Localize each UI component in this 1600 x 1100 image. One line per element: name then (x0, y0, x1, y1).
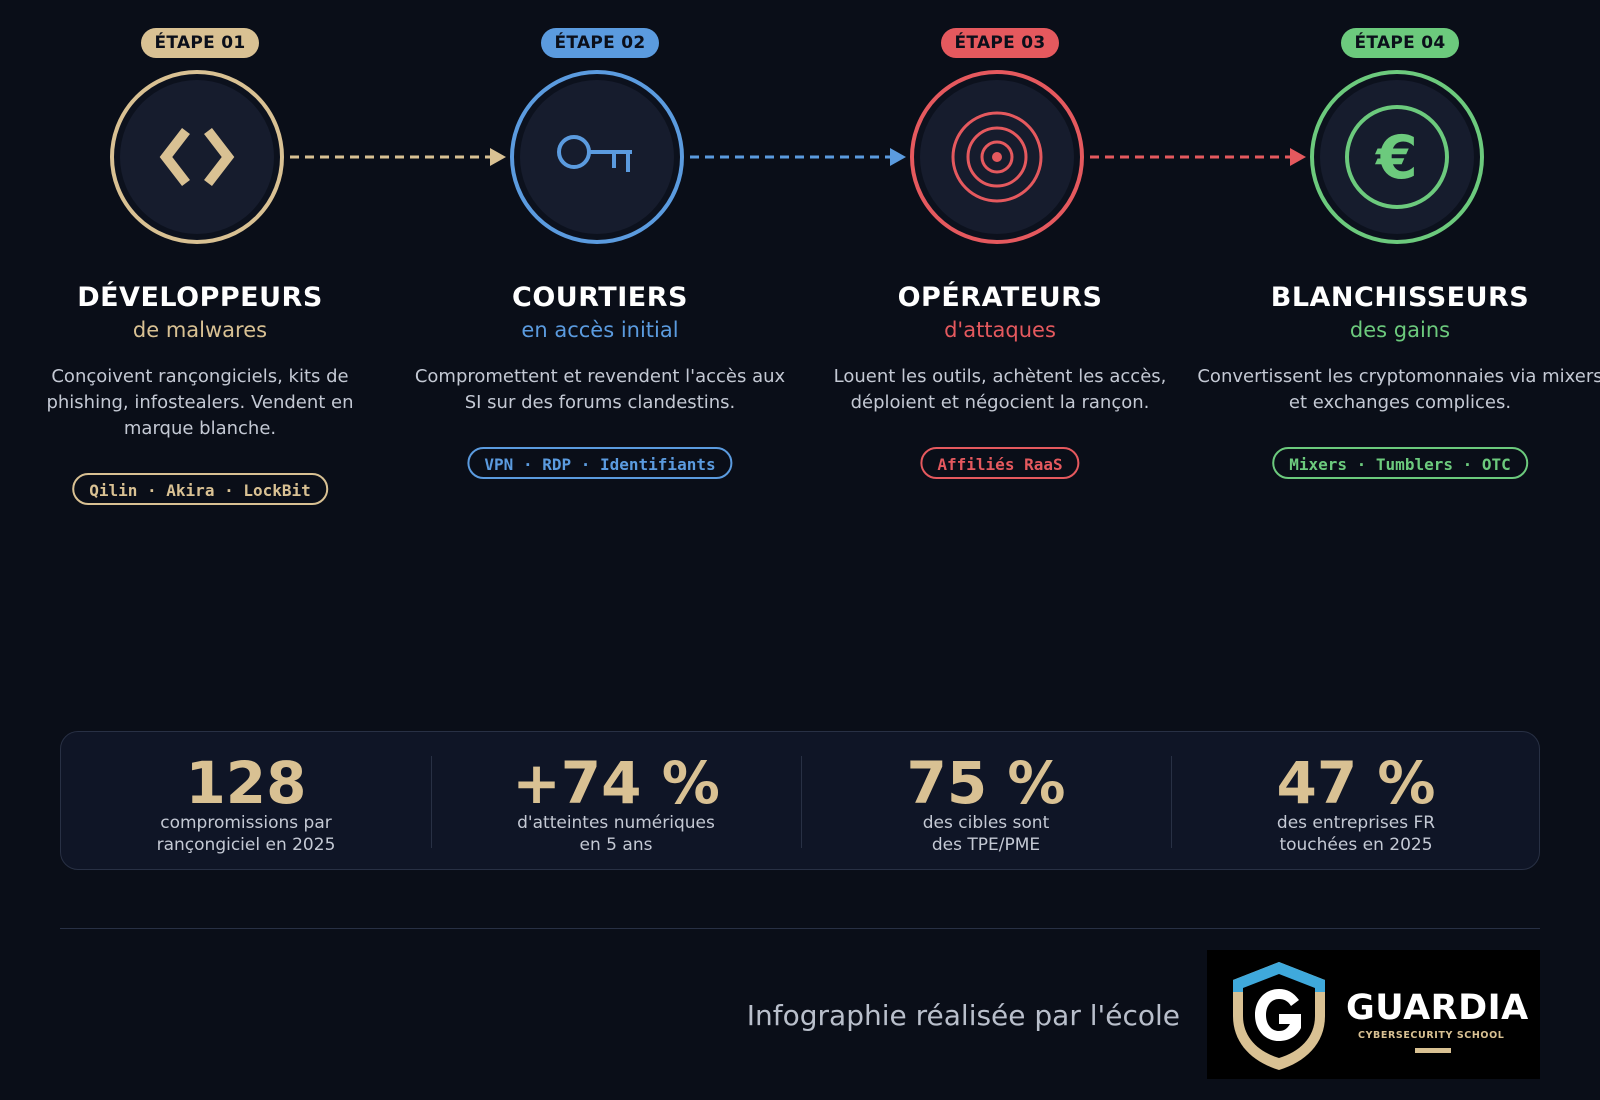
logo-name: GUARDIA (1346, 988, 1529, 1028)
stat-divider (431, 756, 432, 848)
arrow-connector (690, 148, 906, 166)
stat-label-line: des entreprises FR (1276, 813, 1436, 833)
stage-tag: VPN · RDP · Identifiants (467, 447, 733, 479)
stage-description: Louent les outils, achètent les accès, d… (833, 366, 1167, 413)
stat-divider (1171, 756, 1172, 848)
shield-logo-icon (1233, 962, 1325, 1070)
stage-icon-circle (910, 70, 1084, 244)
stage-subtitle: en accès initial (521, 318, 679, 342)
stat-label-line: compromissions par (160, 813, 332, 833)
stat-item: 75 % des cibles sont des TPE/PME (801, 732, 1171, 871)
stage-badge: ÉTAPE 01 (141, 28, 259, 58)
stat-value: 128 (185, 749, 307, 817)
logo-tagline: CYBERSECURITY SCHOOL (1358, 1030, 1505, 1041)
stat-divider (801, 756, 802, 848)
stage-subtitle: d'attaques (944, 318, 1056, 342)
stage-tag: Affiliés RaaS (920, 447, 1080, 479)
stat-label: des cibles sont des TPE/PME (801, 812, 1171, 856)
stat-item: 128 compromissions par rançongiciel en 2… (61, 732, 431, 871)
arrow-connector (290, 148, 506, 166)
footer-divider (60, 928, 1540, 929)
code-brackets-icon (159, 127, 235, 187)
stat-label: d'atteintes numériques en 5 ans (431, 812, 801, 856)
stat-label-line: d'atteintes numériques (517, 813, 715, 833)
svg-text:€: € (1374, 123, 1418, 193)
stat-label-line: des TPE/PME (931, 835, 1041, 855)
arrow-connector (1090, 148, 1306, 166)
stage-tag: Mixers · Tumblers · OTC (1272, 447, 1528, 479)
stat-value: 75 % (906, 749, 1066, 817)
euro-icon: € (1345, 105, 1449, 209)
stage-subtitle: des gains (1349, 318, 1451, 342)
target-icon (951, 111, 1043, 203)
stage-1: ÉTAPE 01 DÉVELOPPEURS de malwares Conçoi… (20, 28, 380, 505)
stat-value: 47 % (1276, 749, 1436, 817)
stage-badge: ÉTAPE 03 (941, 28, 1059, 58)
stage-badge: ÉTAPE 04 (1341, 28, 1459, 58)
stat-item: +74 % d'atteintes numériques en 5 ans (431, 732, 801, 871)
stage-subtitle: de malwares (132, 318, 268, 342)
stage-title: BLANCHISSEURS (1270, 282, 1530, 313)
stage-title: OPÉRATEURS (897, 282, 1103, 313)
stage-title: DÉVELOPPEURS (77, 282, 323, 313)
stage-badge: ÉTAPE 02 (541, 28, 659, 58)
stage-2: ÉTAPE 02 COURTIERS en accès initial Comp… (415, 28, 785, 479)
stage-3: ÉTAPE 03 OPÉRATEURS d'attaques Louent le… (820, 28, 1180, 479)
stat-item: 47 % des entreprises FR touchées en 2025 (1171, 732, 1541, 871)
stats-panel: 128 compromissions par rançongiciel en 2… (60, 731, 1540, 870)
stage-4: ÉTAPE 04 € BLANCHISSEURS des gains Conve… (1197, 28, 1600, 479)
stage-icon-circle (110, 70, 284, 244)
stage-description: Convertissent les cryptomonnaies via mix… (1197, 366, 1600, 413)
footer-credit: Infographie réalisée par l'école (746, 999, 1180, 1032)
stat-label: compromissions par rançongiciel en 2025 (61, 812, 431, 856)
stat-label-line: rançongiciel en 2025 (156, 835, 336, 855)
stat-label: des entreprises FR touchées en 2025 (1171, 812, 1541, 856)
stage-icon-circle: € (1310, 70, 1484, 244)
stage-tag: Qilin · Akira · LockBit (72, 473, 328, 505)
stat-label-line: touchées en 2025 (1279, 835, 1433, 855)
stage-description: Compromettent et revendent l'accès aux S… (414, 366, 786, 413)
stat-label-line: des cibles sont (922, 813, 1050, 833)
stat-value: +74 % (512, 749, 720, 817)
logo-bar (1415, 1048, 1451, 1053)
stage-description: Conçoivent rançongiciels, kits de phishi… (46, 366, 354, 439)
key-icon (557, 135, 632, 172)
stage-title: COURTIERS (512, 282, 688, 313)
guardia-logo: GUARDIA CYBERSECURITY SCHOOL (1207, 950, 1540, 1079)
stat-label-line: en 5 ans (579, 835, 653, 855)
stage-icon-circle (510, 70, 684, 244)
